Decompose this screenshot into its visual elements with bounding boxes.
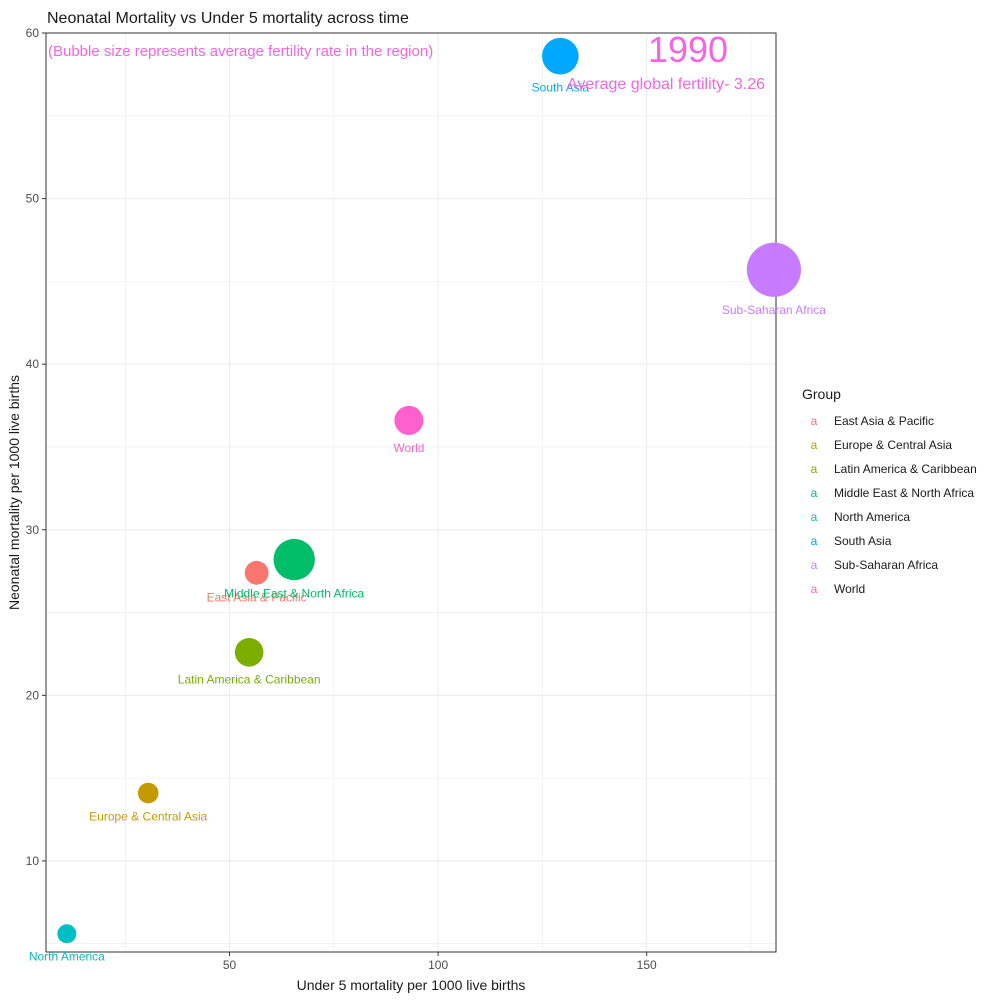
bubble xyxy=(137,782,159,804)
y-tick-label: 30 xyxy=(26,523,40,537)
y-tick-label: 60 xyxy=(26,26,40,40)
bubble-label: North America xyxy=(29,949,105,963)
y-tick-label: 50 xyxy=(26,192,40,206)
legend-key-icon: a xyxy=(811,438,818,452)
legend-label: East Asia & Pacific xyxy=(834,414,934,428)
legend-key-icon: a xyxy=(811,510,818,524)
legend-key-icon: a xyxy=(811,486,818,500)
legend-key-icon: a xyxy=(811,462,818,476)
bubble-label: East Asia & Pacific xyxy=(207,591,307,605)
year-label: 1990 xyxy=(648,29,728,70)
y-tick-label: 40 xyxy=(26,357,40,371)
legend-label: North America xyxy=(834,510,910,524)
legend-key-icon: a xyxy=(811,582,818,596)
bubble xyxy=(57,924,77,944)
bubble xyxy=(542,37,579,75)
y-tick-label: 10 xyxy=(26,854,40,868)
bubble-label: South Asia xyxy=(532,80,590,94)
legend-key-icon: a xyxy=(811,414,818,428)
chart-subtitle: (Bubble size represents average fertilit… xyxy=(48,43,433,60)
bubble-label: Middle East & North Africa xyxy=(224,586,364,600)
y-axis-title: Neonatal mortality per 1000 live births xyxy=(6,375,22,610)
legend-label: Latin America & Caribbean xyxy=(834,462,977,476)
x-tick-label: 50 xyxy=(223,958,237,972)
bubble-label: Sub-Saharan Africa xyxy=(722,303,826,317)
y-tick-label: 20 xyxy=(26,688,40,702)
legend-label: Sub-Saharan Africa xyxy=(834,558,938,572)
legend-label: Middle East & North Africa xyxy=(834,486,974,500)
bubble-label: Latin America & Caribbean xyxy=(178,673,321,687)
x-tick-label: 150 xyxy=(637,958,657,972)
bubble xyxy=(746,242,802,297)
fertility-label: Average global fertility- 3.26 xyxy=(567,76,765,93)
x-axis-title: Under 5 mortality per 1000 live births xyxy=(297,977,526,993)
bubble xyxy=(244,560,269,585)
bubble xyxy=(273,538,315,581)
bubble-label: World xyxy=(393,441,424,455)
legend-key-icon: a xyxy=(811,558,818,572)
bubble xyxy=(234,637,264,667)
plot-panel xyxy=(46,33,776,952)
legend-label: South Asia xyxy=(834,534,892,548)
bubble xyxy=(394,405,424,436)
bubble-label: Europe & Central Asia xyxy=(89,809,207,823)
panel-border xyxy=(45,32,777,953)
chart-title: Neonatal Mortality vs Under 5 mortality … xyxy=(47,10,409,27)
legend-label: Europe & Central Asia xyxy=(834,438,952,452)
legend-title: Group xyxy=(802,386,841,402)
x-tick-label: 100 xyxy=(428,958,448,972)
legend-key-icon: a xyxy=(811,534,818,548)
legend-label: World xyxy=(834,582,865,596)
